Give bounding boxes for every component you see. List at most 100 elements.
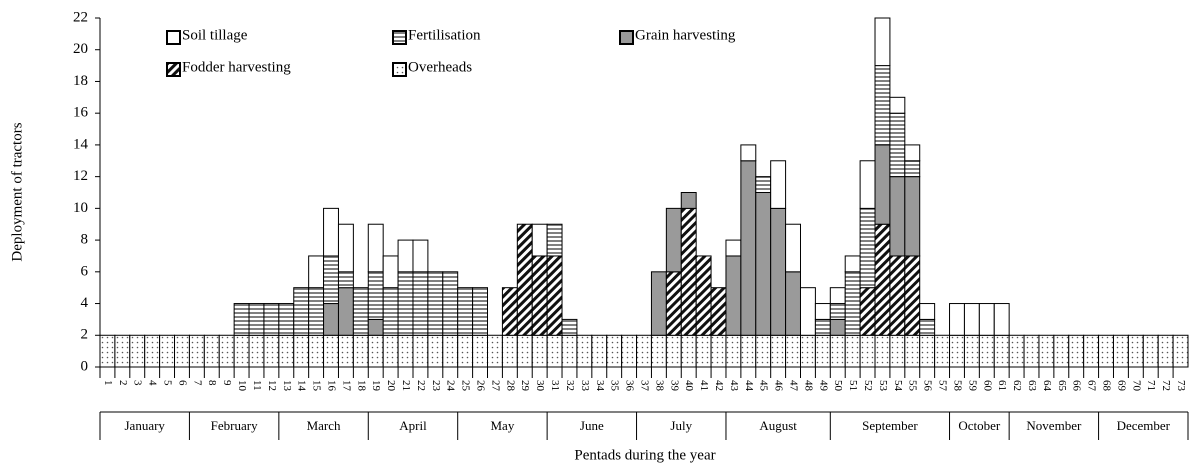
bar-segment — [740, 160, 757, 336]
bar-segment — [412, 239, 429, 273]
bar-segment — [427, 271, 444, 336]
x-tick-label: 64 — [1041, 380, 1053, 392]
bar-segment — [889, 255, 906, 336]
bar-segment — [904, 160, 921, 178]
x-tick-label: 18 — [355, 380, 367, 392]
x-tick-label: 50 — [832, 380, 844, 392]
x-tick-label: 33 — [579, 380, 591, 392]
bar-segment — [546, 223, 563, 257]
x-tick-label: 47 — [788, 380, 800, 392]
y-tick-label: 8 — [81, 232, 89, 248]
bar-segment — [755, 192, 772, 336]
bar-segment — [770, 207, 787, 336]
bar-segment — [799, 334, 816, 368]
bar-segment — [397, 239, 414, 273]
bar-segment — [710, 287, 727, 336]
x-tick-label: 6 — [176, 380, 188, 386]
bar-segment — [1008, 334, 1025, 368]
bar-segment — [993, 334, 1010, 368]
month-label: September — [862, 418, 918, 433]
bar-segment — [442, 271, 459, 336]
legend-swatch — [166, 62, 181, 77]
bar-segment — [1172, 334, 1189, 368]
bar-segment — [308, 287, 325, 336]
x-tick-label: 43 — [728, 380, 740, 392]
bar-segment — [144, 334, 161, 368]
x-tick-label: 12 — [266, 380, 278, 391]
bar-segment — [665, 207, 682, 273]
bar-segment — [889, 176, 906, 257]
bar-segment — [159, 334, 176, 368]
bar-segment — [546, 334, 563, 368]
x-tick-label: 19 — [370, 380, 382, 392]
bar-segment — [174, 334, 190, 368]
bar-segment — [978, 303, 995, 336]
x-tick-label: 54 — [892, 380, 904, 392]
bar-segment — [352, 334, 369, 368]
x-tick-label: 16 — [325, 380, 337, 392]
bar-segment — [844, 334, 861, 368]
legend-swatch — [392, 62, 407, 77]
bar-segment — [859, 160, 876, 209]
x-tick-label: 45 — [758, 380, 770, 392]
bar-segment — [382, 334, 399, 368]
bar-segment — [427, 334, 444, 368]
x-tick-label: 22 — [415, 380, 427, 391]
x-tick-label: 48 — [802, 380, 814, 392]
y-tick-label: 6 — [81, 263, 89, 279]
bar-segment — [874, 17, 891, 67]
bar-segment — [188, 334, 205, 368]
month-label: May — [490, 418, 514, 433]
bar-segment — [785, 271, 801, 336]
bar-segment — [501, 287, 518, 336]
bar-segment — [367, 271, 384, 320]
bar-segment — [591, 334, 608, 368]
bar-segment — [665, 271, 682, 336]
x-tick-label: 32 — [564, 380, 576, 391]
bar-segment — [263, 303, 280, 336]
x-tick-label: 10 — [236, 380, 248, 392]
bar-segment — [949, 334, 965, 368]
bar-segment — [859, 207, 876, 289]
x-tick-label: 39 — [668, 380, 680, 392]
bar-segment — [367, 334, 384, 368]
bar-segment — [874, 65, 891, 146]
bar-segment — [889, 96, 906, 114]
x-tick-label: 31 — [549, 380, 561, 391]
bar-segment — [352, 287, 369, 336]
bar-segment — [859, 287, 876, 336]
bar-segment — [531, 334, 548, 368]
x-tick-label: 15 — [311, 380, 323, 392]
bar-segment — [799, 287, 816, 336]
bar-segment — [755, 176, 772, 194]
bar-segment — [680, 207, 697, 336]
x-tick-label: 30 — [534, 380, 546, 392]
bar-segment — [829, 287, 846, 305]
bar-segment — [785, 334, 801, 368]
bar-segment — [904, 255, 921, 336]
x-tick-label: 49 — [817, 380, 829, 392]
bar-segment — [874, 334, 891, 368]
legend-swatch — [166, 30, 181, 45]
bar-segment — [561, 334, 578, 368]
x-tick-label: 71 — [1145, 380, 1157, 391]
legend-swatch — [619, 30, 634, 45]
month-label: April — [399, 418, 427, 433]
bar-segment — [457, 334, 474, 368]
y-axis-title: Deployment of tractors — [9, 122, 25, 261]
bar-segment — [129, 334, 146, 368]
bar-segment — [695, 334, 712, 368]
bar-segment — [889, 112, 906, 178]
x-tick-label: 36 — [624, 380, 636, 392]
x-tick-label: 57 — [937, 380, 949, 392]
bar-segment — [650, 334, 667, 368]
bar-segment — [680, 192, 697, 209]
y-tick-label: 18 — [73, 73, 88, 89]
x-tick-label: 13 — [281, 380, 293, 392]
bar-segment — [397, 334, 414, 368]
bar-segment — [919, 303, 936, 320]
bar-segment — [397, 271, 414, 336]
x-tick-label: 62 — [1011, 380, 1023, 391]
x-tick-label: 21 — [400, 380, 412, 391]
bar-segment — [785, 223, 801, 273]
